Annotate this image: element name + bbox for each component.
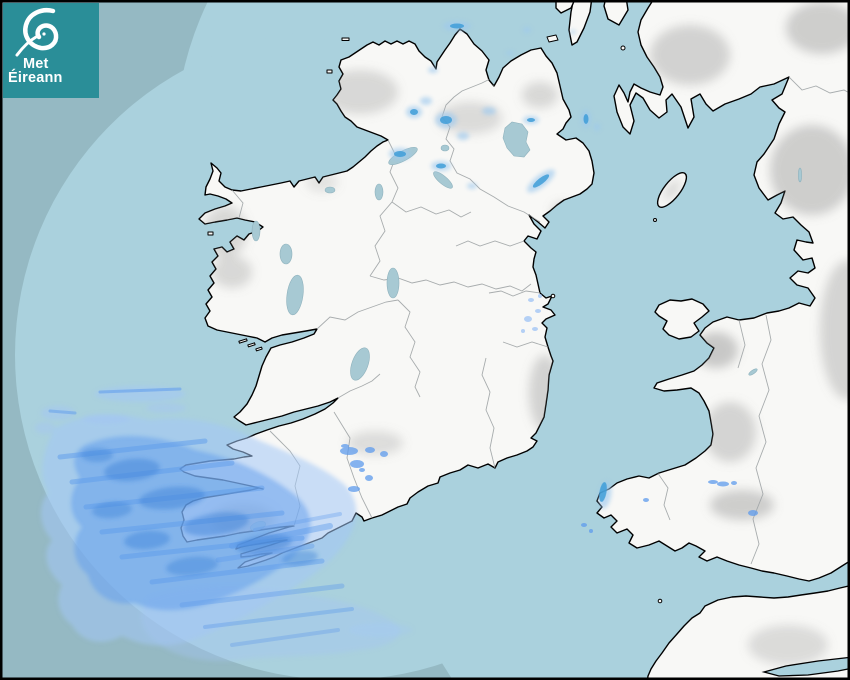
aran-island	[238, 338, 248, 344]
lough-gill	[324, 186, 336, 194]
bala-lake	[748, 368, 758, 376]
admin-boundaries	[231, 76, 850, 565]
small-lake	[440, 144, 450, 152]
lough-neagh	[502, 121, 531, 158]
lundy-island	[657, 598, 663, 604]
lough-derg	[350, 347, 370, 381]
ailsa-craig-island	[620, 45, 626, 51]
lough-conn	[251, 220, 261, 242]
lough-allen	[374, 183, 384, 201]
rathlin-island	[546, 34, 559, 43]
logo-text-line2: Éireann	[8, 70, 63, 86]
aran-island	[255, 346, 263, 352]
small-islands	[207, 34, 663, 604]
clare-island	[207, 231, 214, 236]
rain-heavy-layer	[81, 448, 318, 576]
tory-island	[341, 37, 350, 41]
windermere-lake	[798, 167, 802, 183]
lough-corrib	[286, 274, 304, 316]
met-eireann-logo: Met Éireann	[3, 3, 99, 98]
calf-of-man-island	[653, 218, 657, 222]
lambay-island	[550, 293, 556, 299]
logo-text-line1: Met	[23, 56, 49, 72]
landmasses	[179, 0, 850, 680]
rain-cell-cores	[394, 23, 607, 502]
cyclone-spiral-icon	[15, 8, 59, 57]
upper-lough-erne	[433, 171, 453, 189]
lough-mask	[279, 243, 293, 265]
rain-drizzle-specks	[521, 294, 542, 333]
lakes	[250, 121, 802, 531]
aran-island	[247, 342, 256, 348]
arranmore-island	[326, 69, 333, 74]
rain-small-patches	[340, 444, 758, 533]
lough-ree	[386, 267, 400, 299]
